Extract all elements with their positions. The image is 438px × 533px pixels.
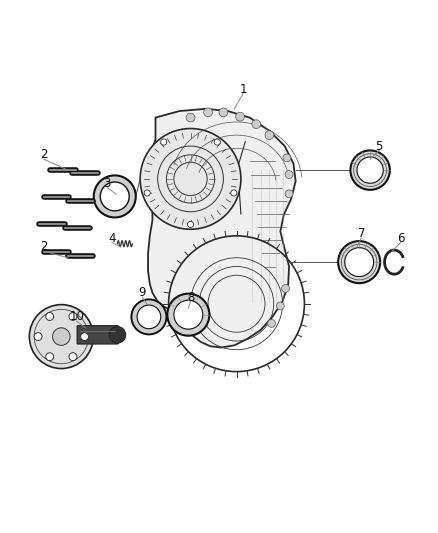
Circle shape (285, 171, 293, 179)
Polygon shape (148, 109, 296, 348)
Text: 2: 2 (40, 240, 48, 253)
Circle shape (131, 300, 166, 334)
Circle shape (187, 221, 194, 228)
Text: 1: 1 (239, 83, 247, 95)
Circle shape (140, 128, 241, 229)
Circle shape (268, 319, 276, 327)
Circle shape (285, 190, 293, 198)
Text: 6: 6 (397, 231, 405, 245)
Circle shape (53, 328, 70, 345)
Circle shape (46, 353, 53, 361)
Text: 8: 8 (187, 290, 194, 304)
Circle shape (69, 353, 77, 361)
Circle shape (94, 175, 136, 217)
Circle shape (174, 300, 203, 329)
Text: 2: 2 (40, 148, 48, 161)
Circle shape (186, 113, 195, 122)
Circle shape (252, 120, 261, 128)
Circle shape (231, 190, 237, 196)
Circle shape (283, 154, 291, 162)
Circle shape (144, 190, 150, 196)
Circle shape (265, 131, 274, 140)
Circle shape (100, 182, 129, 211)
FancyBboxPatch shape (77, 326, 118, 344)
Circle shape (282, 285, 290, 292)
Text: 10: 10 (69, 310, 84, 324)
Circle shape (338, 241, 380, 283)
Circle shape (161, 139, 167, 145)
Text: 3: 3 (104, 177, 111, 190)
Circle shape (219, 108, 228, 117)
Circle shape (46, 312, 54, 320)
Circle shape (350, 150, 390, 190)
Circle shape (214, 139, 220, 145)
Text: 4: 4 (108, 231, 116, 245)
Text: 5: 5 (375, 140, 382, 152)
Circle shape (69, 312, 77, 320)
Circle shape (167, 294, 209, 336)
Circle shape (109, 327, 126, 343)
Circle shape (345, 248, 374, 277)
Circle shape (204, 108, 212, 117)
Circle shape (357, 157, 383, 183)
Circle shape (137, 305, 161, 329)
Circle shape (276, 302, 284, 310)
Circle shape (236, 112, 244, 121)
Circle shape (34, 333, 42, 341)
Text: 7: 7 (357, 227, 365, 240)
Circle shape (29, 304, 93, 368)
Text: 9: 9 (138, 286, 146, 300)
Circle shape (81, 333, 88, 341)
